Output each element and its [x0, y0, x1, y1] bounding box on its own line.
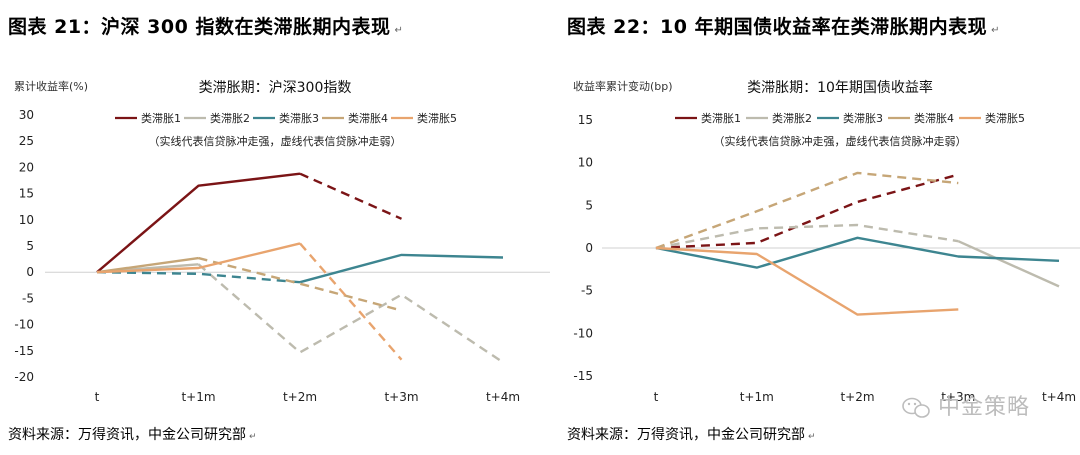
- left-series-5-dashed-line: [299, 242, 403, 361]
- right-title-return-mark: ↵: [991, 25, 1001, 36]
- left-line-chart: 累计收益率(%) 类滞胀期：沪深300指数 （实线代表信贷脉冲走强，虚线代表信贷脉冲…: [14, 79, 550, 404]
- right-chart-subtitle: （实线代表信贷脉冲走强，虚线代表信贷脉冲走弱）: [714, 134, 967, 148]
- left-legend-label-1: 类滞胀1: [141, 111, 181, 125]
- left-series-5-solid-line: [96, 242, 301, 274]
- left-y-tick-label: -15: [14, 344, 34, 358]
- left-chart-subtitle: （实线代表信贷脉冲走强，虚线代表信贷脉冲走弱）: [149, 134, 402, 148]
- left-y-tick-label: 5: [26, 239, 34, 253]
- left-y-axis-label: 累计收益率(%): [14, 79, 88, 93]
- left-y-tick-label: 10: [19, 213, 34, 227]
- right-chart-title: 类滞胀期：10年期国债收益率: [747, 79, 933, 96]
- left-series-4-solid-line: [96, 256, 199, 274]
- left-y-tick-label: -20: [14, 370, 34, 384]
- left-x-tick-label: t+1m: [181, 390, 215, 404]
- watermark-text: 中金策略: [938, 395, 1031, 420]
- right-x-tick-label: t: [654, 390, 659, 404]
- right-source-note: 资料来源：万得资讯，中金公司研究部 ↵: [567, 424, 816, 444]
- wechat-logo-icon: [902, 397, 930, 418]
- right-y-tick-label: 10: [578, 156, 593, 170]
- left-x-tick-label: t+3m: [384, 390, 418, 404]
- left-source-text: 资料来源：万得资讯，中金公司研究部: [8, 427, 246, 443]
- right-y-tick-label: 5: [585, 198, 593, 212]
- right-x-tick-label: t+2m: [840, 390, 874, 404]
- right-legend-label-1: 类滞胀1: [701, 111, 741, 125]
- right-series-4-dashed-line: [655, 171, 959, 250]
- left-legend-label-5: 类滞胀5: [417, 111, 457, 125]
- left-y-tick-label: 15: [19, 187, 34, 201]
- left-y-tick-label: 30: [19, 108, 34, 122]
- right-series-3-solid-line: [655, 236, 1060, 269]
- right-y-tick-label: 15: [578, 113, 593, 127]
- right-y-tick-label: -15: [573, 369, 593, 383]
- right-series-2-dashed-line: [655, 223, 959, 250]
- right-x-tick-label: t+1m: [740, 390, 774, 404]
- right-y-axis-label: 收益率累计变动(bp): [573, 79, 673, 93]
- right-series-5-solid-line: [655, 246, 959, 316]
- right-legend-label-5: 类滞胀5: [985, 111, 1025, 125]
- left-x-tick-label: t+4m: [486, 390, 520, 404]
- right-series-1-dashed-line: [655, 173, 959, 250]
- right-line-chart: 收益率累计变动(bp) 类滞胀期：10年期国债收益率 （实线代表信贷脉冲走强，虚线代…: [573, 79, 1080, 404]
- left-panel-title: 图表 21：沪深 300 指数在类滞胀期内表现 ↵: [8, 12, 403, 39]
- left-y-tick-label: 0: [26, 265, 34, 279]
- right-panel-title-text: 图表 22：10 年期国债收益率在类滞胀期内表现: [567, 16, 988, 38]
- left-title-return-mark: ↵: [394, 25, 404, 36]
- left-chart-title: 类滞胀期：沪深300指数: [199, 80, 352, 96]
- left-y-tick-label: -5: [22, 291, 34, 305]
- left-x-tick-label: t+2m: [283, 390, 317, 404]
- left-legend-label-4: 类滞胀4: [348, 111, 388, 125]
- left-series-1-solid-line: [96, 172, 301, 274]
- left-legend-label-3: 类滞胀3: [279, 111, 319, 125]
- right-legend-label-3: 类滞胀3: [843, 111, 883, 125]
- right-y-tick-label: -5: [581, 284, 593, 298]
- left-series-3-solid-line: [299, 253, 504, 284]
- right-legend-label-2: 类滞胀2: [772, 111, 812, 125]
- left-panel-title-text: 图表 21：沪深 300 指数在类滞胀期内表现: [8, 16, 391, 38]
- left-series-4-dashed-line: [198, 256, 402, 312]
- left-y-tick-label: 20: [19, 160, 34, 174]
- right-y-tick-label: -10: [573, 326, 593, 340]
- right-x-tick-label: t+3m: [941, 390, 975, 404]
- left-series-2-dashed-line: [197, 263, 504, 364]
- right-series-2-solid-line: [957, 240, 1060, 288]
- left-y-tick-label: 25: [19, 134, 34, 148]
- left-legend-label-2: 类滞胀2: [210, 111, 250, 125]
- right-source-text: 资料来源：万得资讯，中金公司研究部: [567, 427, 805, 443]
- right-x-tick-label: t+4m: [1042, 390, 1076, 404]
- left-source-note: 资料来源：万得资讯，中金公司研究部 ↵: [8, 424, 257, 444]
- right-y-tick-label: 0: [585, 241, 593, 255]
- left-source-return-mark: ↵: [249, 432, 257, 442]
- left-series-1-dashed-line: [299, 172, 402, 220]
- left-series-3-dashed-line: [96, 271, 301, 284]
- left-x-tick-label: t: [95, 390, 100, 404]
- left-y-tick-label: -10: [14, 318, 34, 332]
- right-source-return-mark: ↵: [808, 432, 816, 442]
- right-legend-label-4: 类滞胀4: [914, 111, 954, 125]
- right-panel-title: 图表 22：10 年期国债收益率在类滞胀期内表现 ↵: [567, 12, 1000, 39]
